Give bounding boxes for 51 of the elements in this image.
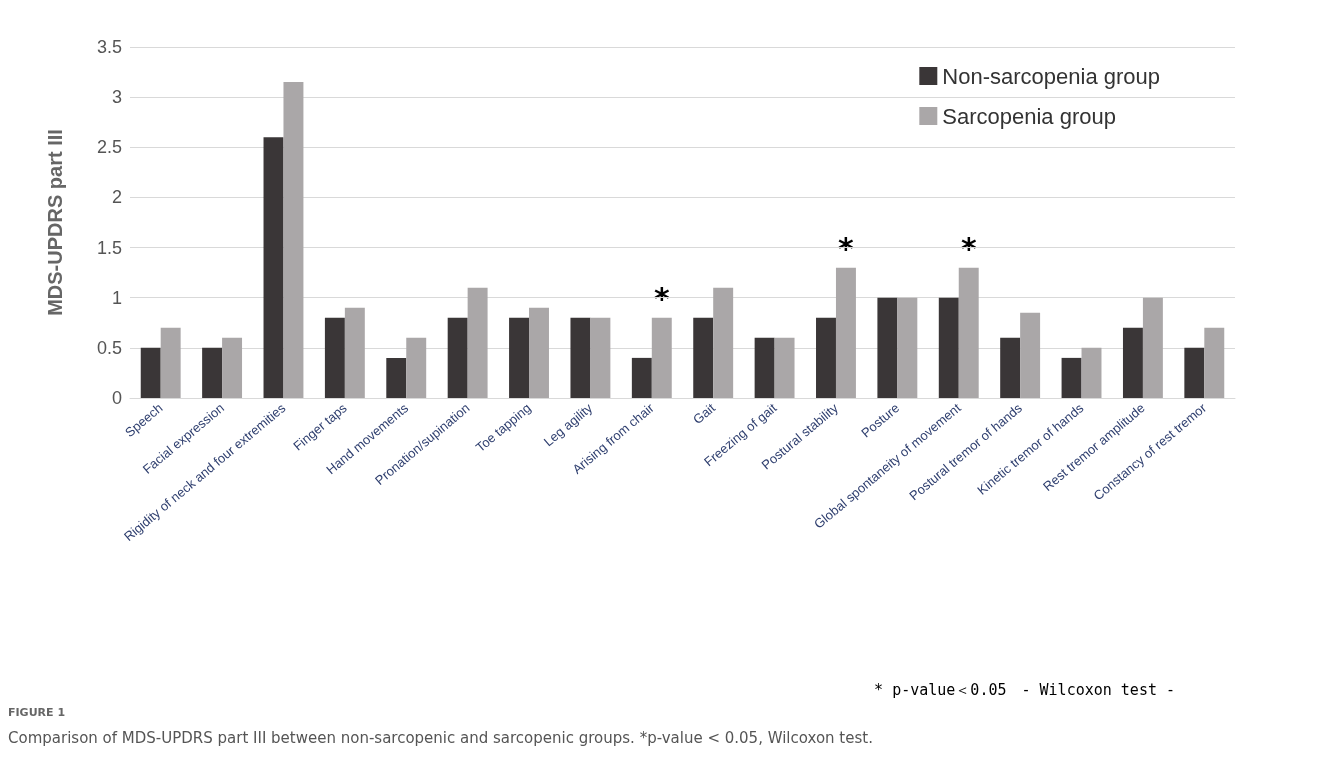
bar bbox=[590, 317, 611, 398]
bar bbox=[263, 137, 284, 398]
bar bbox=[1020, 312, 1041, 398]
bar bbox=[713, 287, 734, 398]
bar bbox=[897, 297, 918, 398]
bar bbox=[570, 317, 591, 398]
bar bbox=[386, 357, 407, 398]
y-tick-label: 1 bbox=[111, 287, 122, 308]
y-tick-label: 3 bbox=[111, 87, 122, 108]
bar bbox=[1081, 347, 1102, 398]
bar bbox=[938, 297, 959, 398]
bar bbox=[1204, 327, 1225, 398]
y-tick-label: 0 bbox=[111, 388, 122, 408]
y-tick-label: 2.5 bbox=[96, 137, 122, 158]
bar bbox=[1122, 327, 1143, 398]
bar bbox=[283, 82, 304, 398]
bar bbox=[774, 337, 795, 398]
y-tick-label: 0.5 bbox=[96, 337, 122, 358]
text: * p-value＜0.05 - Wilcoxon test - bbox=[874, 680, 1176, 699]
bar bbox=[1142, 297, 1163, 398]
bar bbox=[877, 297, 898, 398]
bar bbox=[529, 307, 549, 398]
x-tick-label: Gait bbox=[690, 400, 719, 428]
bar bbox=[140, 347, 161, 398]
bar bbox=[324, 317, 345, 398]
text: Comparison of MDS-UPDRS part III between non-sarcopenic and sarcopenic groups. *p-value < 0.05, Wilcoxon test. bbox=[8, 728, 873, 747]
bar bbox=[509, 317, 530, 398]
bar bbox=[447, 317, 468, 398]
bar bbox=[1184, 347, 1205, 398]
y-tick-label: 1.5 bbox=[96, 237, 122, 258]
legend-label: Sarcopenia group bbox=[942, 103, 1116, 129]
bar bbox=[835, 267, 856, 398]
caption: FIGURE 1 bbox=[8, 706, 66, 719]
y-tick-label: 2 bbox=[111, 187, 122, 208]
bar bbox=[1061, 357, 1082, 398]
bar bbox=[816, 317, 836, 398]
bar bbox=[754, 337, 775, 398]
bar bbox=[631, 357, 652, 398]
y-tick-label: 3.5 bbox=[96, 37, 122, 57]
bar bbox=[202, 347, 223, 398]
y-axis-title: MDS-UPDRS part III bbox=[44, 129, 66, 316]
bar bbox=[693, 317, 714, 398]
legend-label: Non-sarcopenia group bbox=[942, 63, 1161, 89]
bar bbox=[406, 337, 427, 398]
bar bbox=[1000, 337, 1021, 398]
bar bbox=[344, 307, 365, 398]
bar bbox=[467, 287, 488, 398]
bar bbox=[958, 267, 979, 398]
bar bbox=[160, 327, 181, 398]
bar bbox=[651, 317, 672, 398]
bar bbox=[222, 337, 243, 398]
